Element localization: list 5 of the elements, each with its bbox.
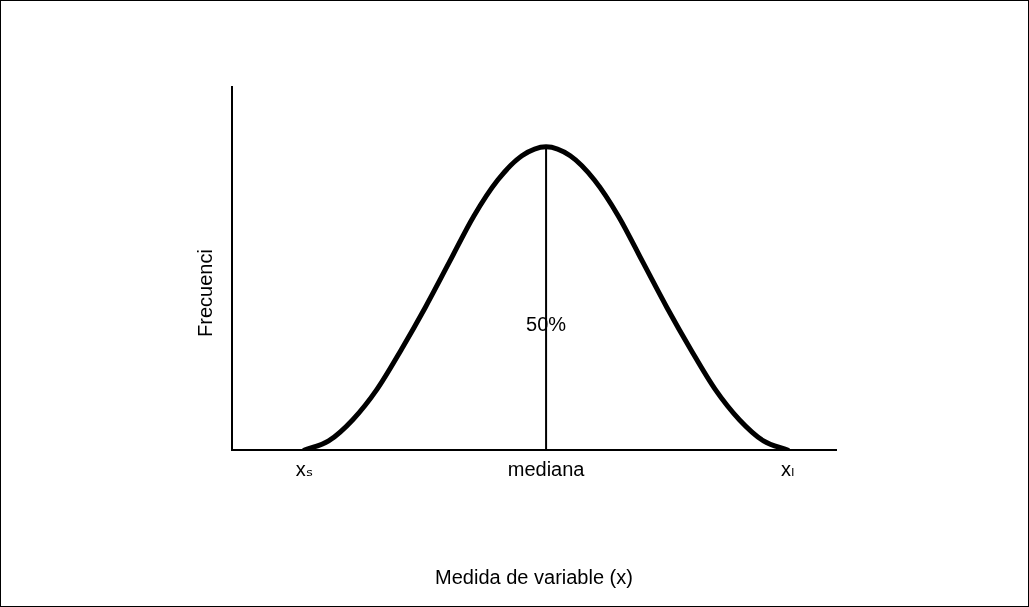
x-axis-title: Medida de variable (x) <box>435 565 633 588</box>
y-axis-title: Frecuenci <box>193 249 216 337</box>
x-tick-label: xₗ <box>781 457 795 480</box>
x-tick-label: xₛ <box>295 457 314 480</box>
x-tick-label: mediana <box>507 457 586 480</box>
